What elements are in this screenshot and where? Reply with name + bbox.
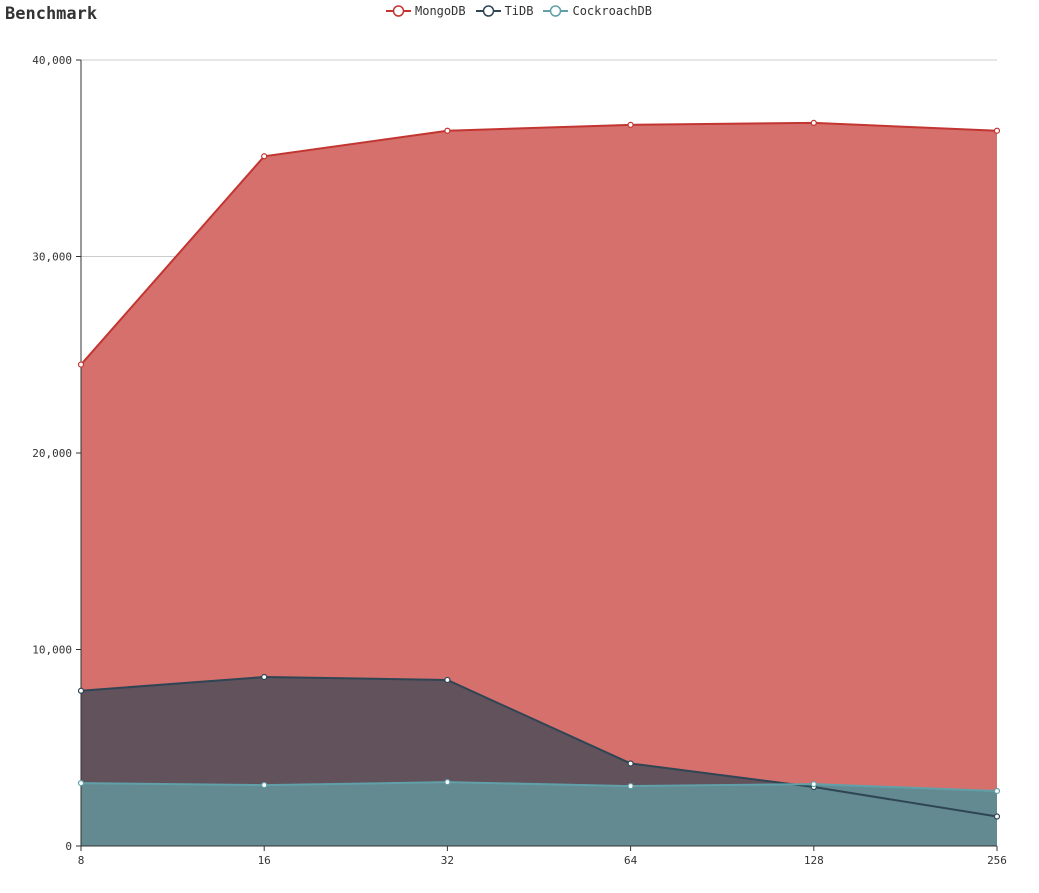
y-tick-label: 0 — [65, 840, 72, 853]
x-tick-label: 64 — [624, 854, 638, 867]
y-tick-label: 30,000 — [32, 251, 72, 264]
point-mongodb — [77, 361, 85, 368]
point-mongodb — [993, 127, 1001, 134]
point-mongodb — [444, 127, 451, 134]
legend-item-cockroachdb[interactable]: CockroachDB — [543, 4, 652, 18]
axes: 0 10,000 20,000 30,000 40,000 8 16 32 64 128 256 — [32, 54, 1007, 867]
legend-item-tidb[interactable]: TiDB — [475, 4, 534, 18]
legend-label-tidb: TiDB — [504, 4, 534, 18]
point-cockroachdb — [810, 781, 817, 788]
point-tidb — [627, 760, 634, 767]
x-tick-label: 128 — [804, 854, 824, 867]
point-cockroachdb — [627, 782, 634, 790]
x-tick-label: 16 — [258, 854, 271, 867]
point-mongodb — [627, 121, 634, 128]
x-tick-label: 256 — [987, 854, 1007, 867]
legend-item-mongodb[interactable]: MongoDB — [386, 4, 466, 18]
line-tidb — [80, 676, 998, 818]
legend-cockroachdb-icon — [543, 5, 569, 17]
area-cockroachdb — [81, 782, 997, 846]
point-mongodb — [810, 119, 817, 126]
y-tick-label: 10,000 — [32, 644, 72, 657]
y-tick-label: 20,000 — [32, 447, 72, 460]
x-tick-label: 8 — [78, 854, 85, 867]
point-tidb — [261, 673, 268, 681]
line-cockroachdb — [80, 781, 998, 792]
x-tick-label: 32 — [441, 854, 454, 867]
y-tick-label: 40,000 — [32, 54, 72, 67]
point-tidb — [993, 813, 1001, 820]
line-mongodb — [80, 121, 998, 366]
legend-label-mongodb: MongoDB — [415, 4, 466, 18]
data-points — [77, 119, 1001, 820]
area-mongodb — [81, 122, 997, 846]
legend-tidb-icon — [475, 5, 501, 17]
chart-title: Benchmark — [5, 4, 98, 24]
legend: MongoDB TiDB CockroachDB — [386, 4, 652, 18]
legend-label-cockroachdb: CockroachDB — [572, 4, 652, 18]
point-cockroachdb — [261, 781, 268, 789]
point-cockroachdb — [77, 780, 85, 787]
series-lines — [80, 121, 998, 818]
point-cockroachdb — [993, 787, 1001, 795]
point-cockroachdb — [444, 779, 451, 786]
series-areas — [81, 122, 997, 846]
legend-mongodb-icon — [386, 5, 411, 17]
point-tidb — [444, 676, 451, 684]
point-mongodb — [261, 153, 268, 160]
point-tidb — [77, 687, 85, 694]
